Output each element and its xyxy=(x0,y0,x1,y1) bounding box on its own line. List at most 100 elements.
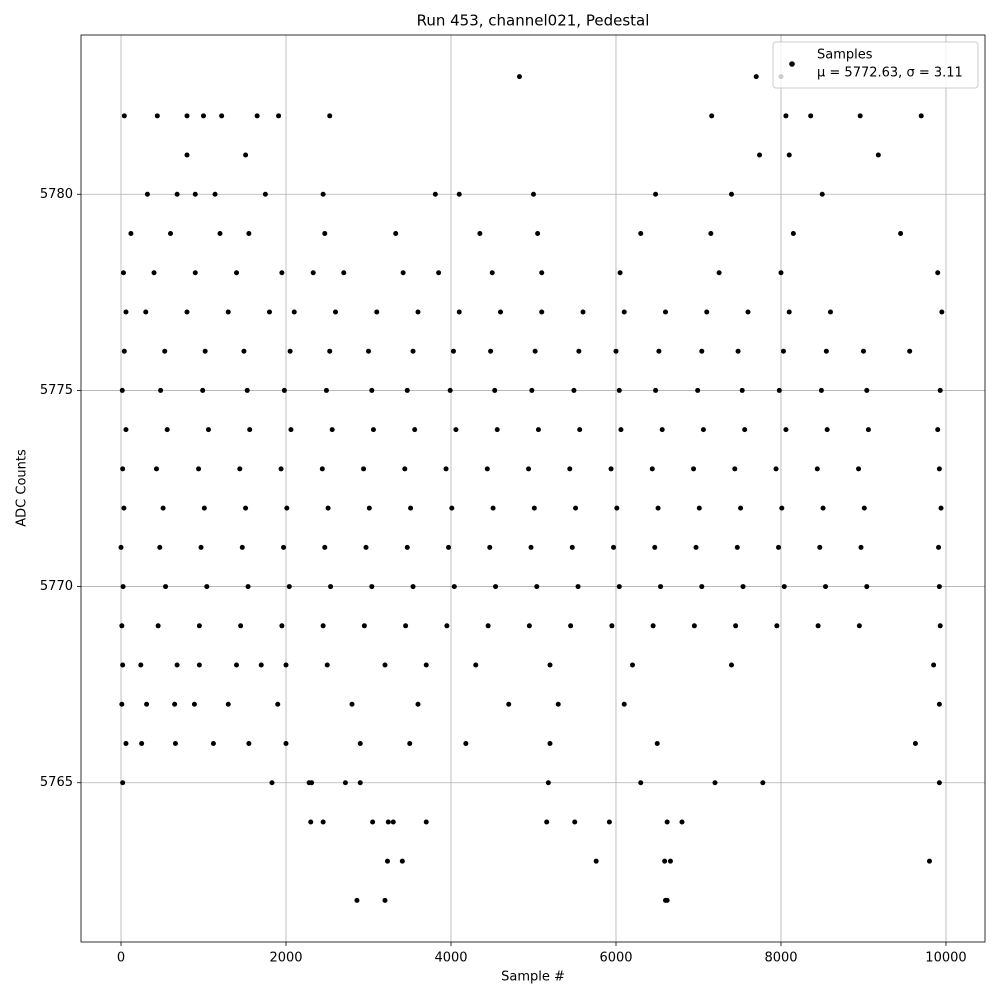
point xyxy=(393,231,399,237)
point xyxy=(205,427,211,433)
point xyxy=(369,584,375,590)
x-axis-label: Sample # xyxy=(501,970,565,985)
point xyxy=(449,505,455,511)
point xyxy=(780,348,786,354)
point xyxy=(444,623,450,629)
point xyxy=(262,191,268,197)
point xyxy=(609,623,615,629)
point xyxy=(712,780,718,786)
point xyxy=(531,505,537,511)
point xyxy=(225,309,231,315)
point xyxy=(243,505,249,511)
point xyxy=(158,387,164,393)
point xyxy=(477,231,483,237)
point xyxy=(864,584,870,590)
point xyxy=(864,387,870,393)
point xyxy=(184,309,190,315)
point xyxy=(778,270,784,276)
point xyxy=(571,387,577,393)
point xyxy=(606,819,612,825)
point xyxy=(172,701,178,707)
point xyxy=(139,740,145,746)
point xyxy=(700,427,706,433)
point xyxy=(568,623,574,629)
point xyxy=(196,466,202,472)
point xyxy=(728,662,734,668)
legend: Samples μ = 5772.63, σ = 3.11 xyxy=(772,41,979,89)
point xyxy=(783,427,789,433)
point xyxy=(160,505,166,511)
point xyxy=(243,152,249,158)
point xyxy=(936,544,942,550)
point xyxy=(291,309,297,315)
point xyxy=(856,466,862,472)
point xyxy=(370,819,376,825)
point xyxy=(128,231,134,237)
point xyxy=(575,584,581,590)
point xyxy=(333,309,339,315)
point xyxy=(695,387,701,393)
point xyxy=(201,113,207,119)
point xyxy=(157,544,163,550)
point xyxy=(494,427,500,433)
point xyxy=(192,191,198,197)
point xyxy=(691,623,697,629)
point xyxy=(936,701,942,707)
point xyxy=(361,623,367,629)
point xyxy=(200,387,206,393)
point xyxy=(245,584,251,590)
point xyxy=(201,505,207,511)
point xyxy=(738,505,744,511)
point xyxy=(742,427,748,433)
point xyxy=(535,427,541,433)
point xyxy=(210,740,216,746)
point xyxy=(174,662,180,668)
point xyxy=(247,427,253,433)
point xyxy=(370,427,376,433)
point xyxy=(155,623,161,629)
point xyxy=(342,780,348,786)
point xyxy=(172,740,178,746)
point xyxy=(823,348,829,354)
point xyxy=(735,348,741,354)
point xyxy=(473,662,479,668)
point xyxy=(918,113,924,119)
point xyxy=(198,544,204,550)
point xyxy=(120,584,126,590)
point xyxy=(653,191,659,197)
point xyxy=(258,662,264,668)
point xyxy=(786,309,792,315)
point xyxy=(123,427,129,433)
x-tick-label: 8000 xyxy=(764,951,797,966)
point xyxy=(709,113,715,119)
point xyxy=(192,270,198,276)
point xyxy=(246,231,252,237)
point xyxy=(310,270,316,276)
point xyxy=(656,348,662,354)
point xyxy=(121,348,127,354)
point xyxy=(856,623,862,629)
point xyxy=(423,819,429,825)
point xyxy=(382,897,388,903)
point xyxy=(664,897,670,903)
point xyxy=(535,231,541,237)
point xyxy=(819,191,825,197)
point xyxy=(544,819,550,825)
point xyxy=(875,152,881,158)
point xyxy=(818,387,824,393)
point xyxy=(728,191,734,197)
point xyxy=(781,584,787,590)
point xyxy=(241,348,247,354)
point xyxy=(410,584,416,590)
point xyxy=(349,701,355,707)
point xyxy=(485,623,491,629)
point xyxy=(814,466,820,472)
point xyxy=(545,780,551,786)
point xyxy=(699,584,705,590)
point xyxy=(691,466,697,472)
point xyxy=(212,191,218,197)
point xyxy=(616,584,622,590)
point xyxy=(572,819,578,825)
point xyxy=(254,113,260,119)
point xyxy=(860,348,866,354)
